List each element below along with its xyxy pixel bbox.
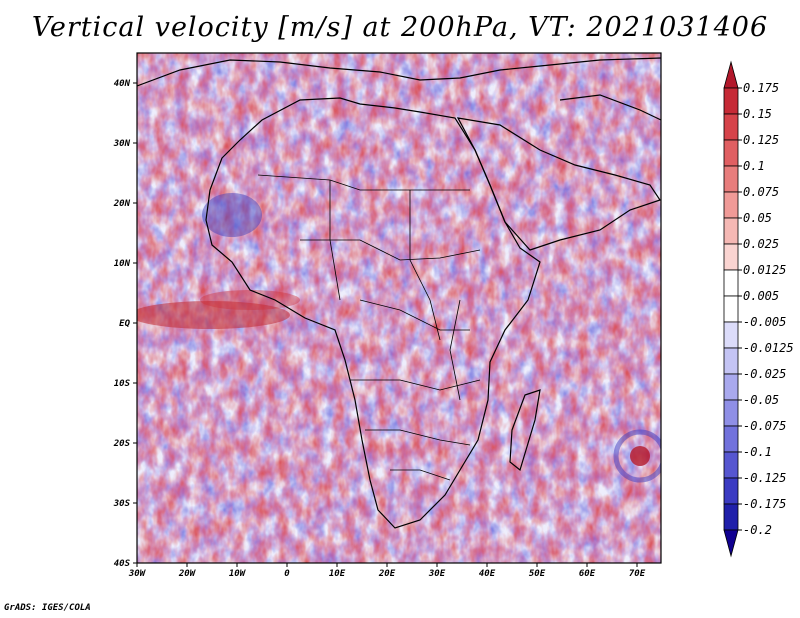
colorbar-label: -0.0125 (743, 341, 794, 355)
colorbar-label: 0.15 (743, 107, 772, 121)
lon-label-20w: 20W (178, 569, 197, 579)
colorbar-segment (723, 529, 739, 558)
map-frame (136, 52, 662, 564)
colorbar-segment (723, 451, 739, 479)
lat-label-40n: 40N (114, 79, 131, 89)
lon-axis: 30W 20W 10W 0 10E 20E 30E 40E 50E 60E 70… (128, 563, 646, 579)
colorbar-segment (723, 425, 739, 453)
colorbar-label: -0.05 (743, 393, 779, 407)
colorbar-segment (723, 321, 739, 349)
colorbar-segment (723, 139, 739, 167)
colorbar-segment (723, 373, 739, 401)
lat-label-40s: 40S (114, 559, 131, 569)
colorbar-label: -0.025 (743, 367, 786, 381)
plot-title: Vertical velocity [m/s] at 200hPa, VT: 2… (31, 12, 769, 43)
velocity-field (137, 53, 661, 563)
colorbar-segment (723, 503, 739, 531)
lon-label-20e: 20E (378, 569, 396, 579)
colorbar: 0.175 0.15 0.125 0.1 0.075 0.05 0.025 0.0125 0.0… (723, 60, 794, 558)
lat-label-30s: 30S (113, 499, 131, 509)
credit-text: GrADS: IGES/COLA (4, 603, 91, 613)
colorbar-segment (723, 217, 739, 245)
lon-label-30w: 30W (128, 569, 147, 579)
colorbar-segment (723, 165, 739, 193)
colorbar-label: -0.005 (743, 315, 786, 329)
colorbar-segment (723, 243, 739, 271)
coastlines (137, 57, 661, 529)
colorbar-label: 0.175 (743, 81, 779, 95)
colorbar-label: 0.0125 (743, 263, 786, 277)
colorbar-segment (723, 87, 739, 115)
colorbar-label: -0.1 (743, 445, 772, 459)
lat-label-eq: EQ (119, 319, 130, 329)
colorbar-segment (723, 269, 739, 297)
colorbar-segment (723, 60, 739, 89)
lon-label-10e: 10E (329, 569, 346, 579)
lat-label-30n: 30N (113, 139, 131, 149)
lon-label-60e: 60E (579, 569, 596, 579)
lat-label-10s: 10S (114, 379, 131, 389)
lat-label-10n: 10N (114, 259, 131, 269)
lon-label-70e: 70E (629, 569, 646, 579)
colorbar-segment (723, 399, 739, 427)
colorbar-label: -0.2 (743, 523, 772, 537)
colorbar-label: 0.025 (743, 237, 779, 251)
lon-label-0: 0 (284, 569, 290, 579)
colorbar-label: 0.075 (743, 185, 779, 199)
colorbar-segment (723, 191, 739, 219)
colorbar-label: -0.075 (743, 419, 786, 433)
lat-label-20n: 20N (113, 199, 131, 209)
colorbar-label: 0.1 (743, 159, 765, 173)
country-borders (257, 174, 481, 481)
lon-label-50e: 50E (529, 569, 546, 579)
colorbar-segment (723, 477, 739, 505)
lat-label-20s: 20S (113, 439, 131, 449)
lon-label-40e: 40E (479, 569, 496, 579)
colorbar-segment (723, 295, 739, 323)
colorbar-label: 0.125 (743, 133, 779, 147)
colorbar-label: 0.05 (743, 211, 772, 225)
colorbar-segment (723, 347, 739, 375)
colorbar-label: -0.125 (743, 471, 786, 485)
lat-axis: 40N 30N 20N 10N EQ 10S 20S 30S 40S (113, 79, 137, 569)
colorbar-label: -0.175 (743, 497, 786, 511)
colorbar-segment (723, 113, 739, 141)
lon-label-10w: 10W (229, 569, 247, 579)
lon-label-30e: 30E (428, 569, 446, 579)
colorbar-label: 0.005 (743, 289, 779, 303)
